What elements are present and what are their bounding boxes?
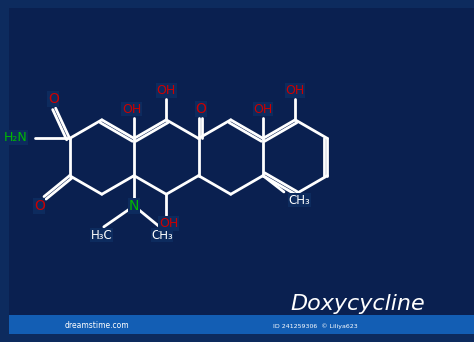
Text: N: N [129,199,139,213]
Text: OH: OH [254,103,273,116]
Text: OH: OH [157,84,176,97]
Text: ID 241259306  © Liliya623: ID 241259306 © Liliya623 [273,323,358,329]
Text: OH: OH [122,103,141,116]
Text: OH: OH [159,217,178,230]
Text: Doxycycline: Doxycycline [290,293,425,314]
Text: O: O [195,102,206,116]
Text: O: O [48,92,59,106]
Text: H₃C: H₃C [91,229,112,242]
Text: OH: OH [286,84,305,97]
Text: dreamstime.com: dreamstime.com [64,321,129,330]
Bar [9,315,474,336]
Text: H₂N: H₂N [4,131,28,144]
Text: CH₃: CH₃ [151,229,173,242]
Text: CH₃: CH₃ [289,194,310,207]
Text: O: O [34,199,45,213]
